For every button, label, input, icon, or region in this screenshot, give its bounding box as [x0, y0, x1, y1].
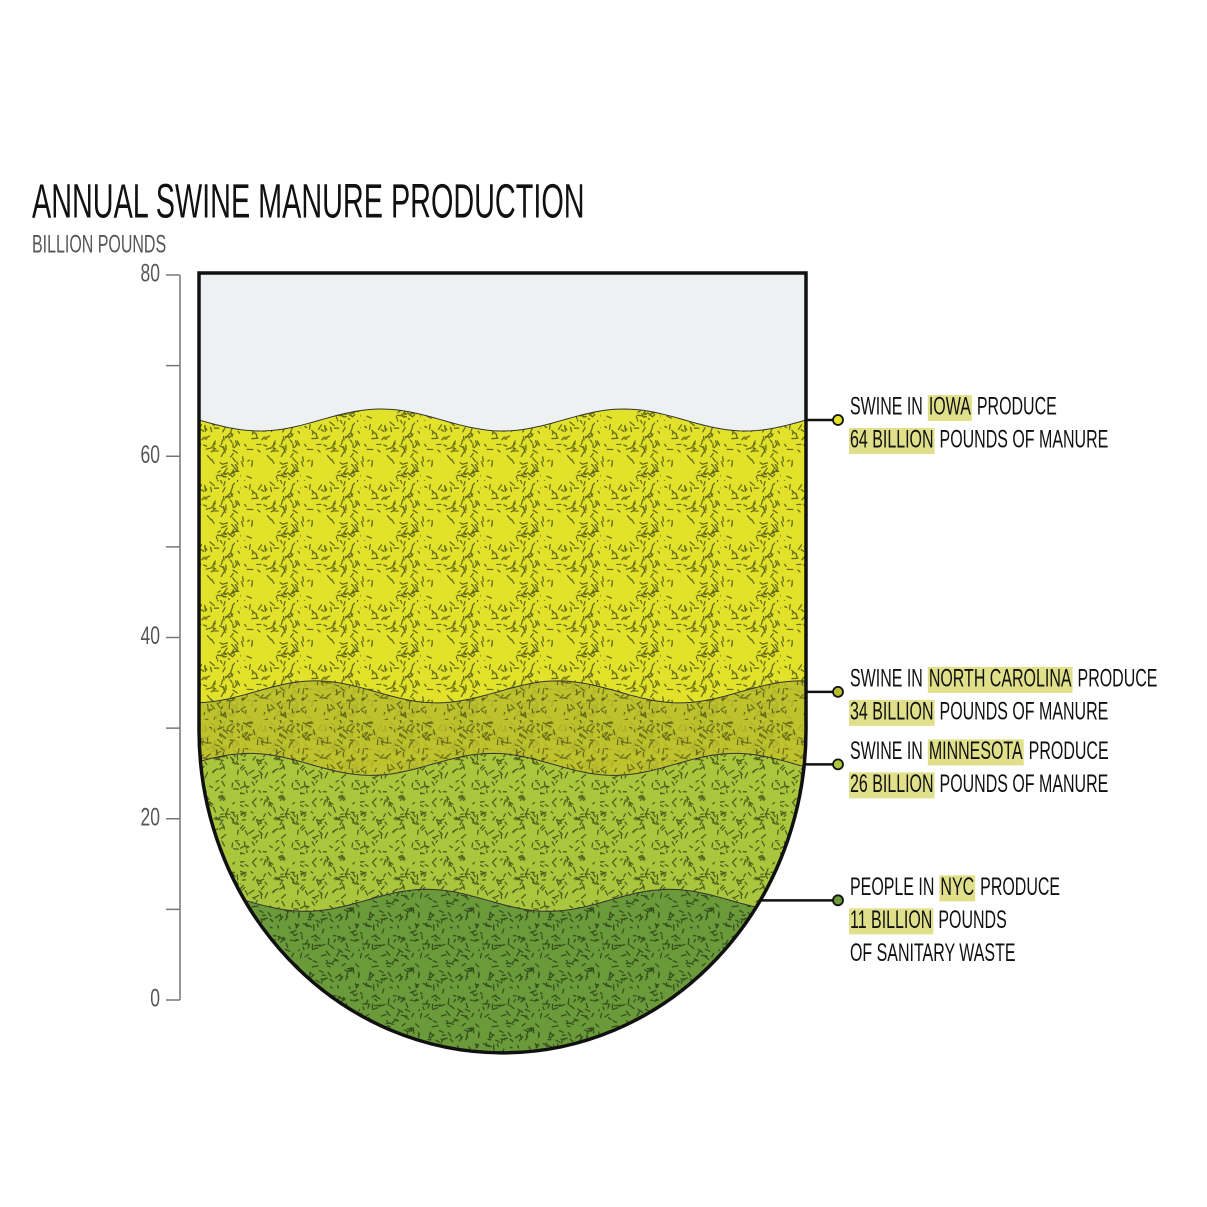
- value-label: 11 BILLION: [850, 906, 932, 933]
- chart-subtitle: BILLION POUNDS: [32, 231, 166, 258]
- annotation-tail: POUNDS OF MANURE: [940, 771, 1109, 798]
- annotation-prefix: SWINE IN: [850, 665, 923, 692]
- layers: [199, 408, 806, 1053]
- highlight: [849, 699, 935, 726]
- annotation-prefix: SWINE IN: [850, 738, 923, 765]
- annotation-suffix: PRODUCE: [980, 873, 1060, 900]
- level-area: [199, 888, 806, 1053]
- annotation-name: NORTH CAROLINA: [929, 665, 1072, 692]
- value-label: 34 BILLION: [850, 698, 934, 725]
- highlight: [927, 666, 1073, 693]
- highlight: [849, 428, 935, 454]
- vessel-outline: [197, 271, 808, 1055]
- annotation-suffix: PRODUCE: [1078, 665, 1158, 692]
- connector-dot: [832, 414, 844, 426]
- y-tick-label: 40: [141, 621, 160, 650]
- y-tick-label: 80: [141, 258, 160, 287]
- connector-dot: [832, 758, 844, 771]
- chart-title: ANNUAL SWINE MANURE PRODUCTION: [32, 175, 585, 228]
- highlight: [939, 875, 976, 902]
- annotation-name: NYC: [940, 873, 974, 900]
- connector-dot: [832, 685, 844, 698]
- y-tick-label: 60: [141, 440, 160, 469]
- highlight: [849, 772, 935, 799]
- annotation-name: MINNESOTA: [929, 738, 1023, 765]
- highlight: [849, 908, 934, 935]
- value-label: 26 BILLION: [850, 771, 934, 798]
- annotation-prefix: SWINE IN: [850, 393, 923, 420]
- highlight: [927, 739, 1024, 766]
- annotation-tail: POUNDS OF MANURE: [940, 698, 1109, 725]
- annotation-prefix: PEOPLE IN: [850, 873, 934, 900]
- annotation-suffix: PRODUCE: [977, 393, 1057, 420]
- annotation-suffix: PRODUCE: [1029, 738, 1109, 765]
- annotation-tail: POUNDS: [938, 906, 1006, 933]
- value-label: 64 BILLION: [850, 426, 934, 453]
- annotation-name: IOWA: [929, 393, 971, 420]
- annotation-tail: POUNDS OF MANURE: [940, 426, 1109, 453]
- highlight: [927, 395, 972, 421]
- connector-dot: [832, 894, 844, 907]
- y-tick-label: 0: [150, 983, 160, 1012]
- y-tick-label: 20: [141, 802, 160, 831]
- annotation-tail: OF SANITARY WASTE: [850, 939, 1016, 966]
